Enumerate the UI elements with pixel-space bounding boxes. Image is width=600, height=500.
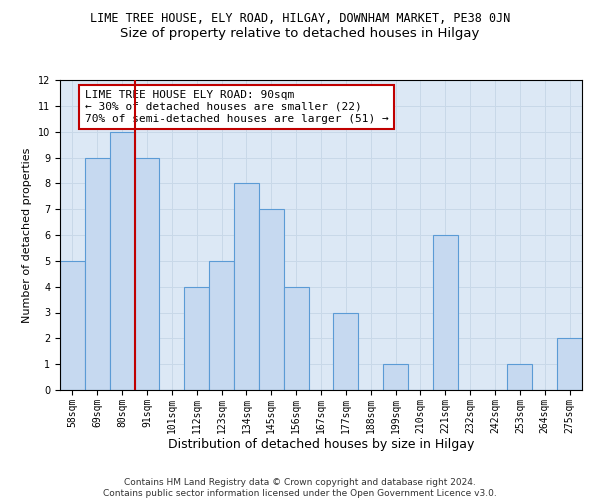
Bar (60, 261, 85, 390)
Bar (433, 235, 458, 390)
Text: Size of property relative to detached houses in Hilgay: Size of property relative to detached ho… (121, 28, 479, 40)
Bar (134, 158, 160, 390)
X-axis label: Distribution of detached houses by size in Hilgay: Distribution of detached houses by size … (168, 438, 474, 452)
Bar (334, 312, 358, 390)
Bar (284, 286, 308, 390)
Bar (234, 184, 259, 390)
Text: Contains HM Land Registry data © Crown copyright and database right 2024.
Contai: Contains HM Land Registry data © Crown c… (103, 478, 497, 498)
Bar (557, 338, 582, 390)
Text: LIME TREE HOUSE ELY ROAD: 90sqm
← 30% of detached houses are smaller (22)
70% of: LIME TREE HOUSE ELY ROAD: 90sqm ← 30% of… (85, 90, 389, 124)
Bar (383, 364, 408, 390)
Bar (110, 132, 134, 390)
Bar (85, 158, 110, 390)
Bar (209, 261, 234, 390)
Bar (259, 209, 284, 390)
Bar (508, 364, 532, 390)
Y-axis label: Number of detached properties: Number of detached properties (22, 148, 32, 322)
Text: LIME TREE HOUSE, ELY ROAD, HILGAY, DOWNHAM MARKET, PE38 0JN: LIME TREE HOUSE, ELY ROAD, HILGAY, DOWNH… (90, 12, 510, 26)
Bar (184, 286, 209, 390)
